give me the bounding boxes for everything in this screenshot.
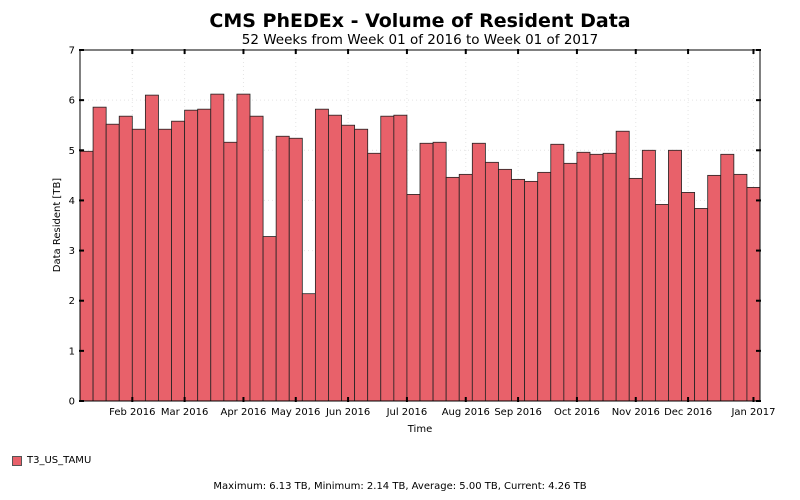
bar — [118, 115, 133, 402]
y-tick-label: 3 — [69, 246, 75, 257]
chart: CMS PhEDEx - Volume of Resident Data 52 … — [52, 10, 776, 435]
bar — [746, 186, 761, 402]
bar — [707, 174, 722, 402]
bar — [445, 176, 460, 402]
y-tick-label: 6 — [69, 96, 75, 107]
footer-stats: Maximum: 6.13 TB, Minimum: 2.14 TB, Aver… — [213, 481, 587, 492]
bar — [275, 135, 290, 402]
bar — [223, 141, 238, 402]
legend-label: T3_US_TAMU — [27, 455, 92, 466]
legend: T3_US_TAMU — [12, 455, 91, 466]
bar — [144, 94, 159, 402]
bar — [79, 150, 94, 402]
legend-swatch — [12, 455, 22, 466]
x-tick-label: Feb 2016 — [109, 407, 155, 418]
bar — [380, 115, 395, 402]
axes-layer: 0 1 2 3 4 5 6 7 Feb 2016 Mar 2016 Apr 2016 May 2016… — [69, 46, 776, 419]
plot-frame — [79, 49, 761, 402]
y-tick-label: 4 — [69, 196, 75, 207]
bar — [197, 108, 212, 402]
bar — [471, 142, 486, 402]
bar — [314, 108, 329, 402]
bar — [354, 128, 369, 402]
bar — [458, 173, 473, 402]
bar — [105, 123, 120, 402]
chart-title: CMS PhEDEx - Volume of Resident Data — [209, 10, 630, 32]
bar — [602, 152, 617, 402]
bar — [654, 204, 669, 402]
y-tick-label: 7 — [69, 46, 75, 57]
x-axis-label: Time — [407, 424, 432, 435]
x-tick-label: Jul 2016 — [386, 407, 428, 418]
bar — [498, 168, 512, 402]
bar — [432, 141, 447, 402]
y-axis-label: Data Resident [TB] — [52, 178, 63, 273]
bar — [694, 208, 709, 402]
bar — [393, 114, 408, 402]
bar — [210, 93, 225, 402]
bar — [262, 236, 277, 402]
bar — [641, 149, 656, 402]
bar — [406, 194, 421, 402]
bar — [681, 192, 696, 402]
bar — [668, 149, 682, 402]
bar — [550, 143, 565, 402]
x-tick-label: Sep 2016 — [494, 407, 541, 418]
bar — [184, 109, 199, 402]
bar — [171, 120, 186, 402]
bar — [367, 152, 382, 402]
bar — [733, 173, 748, 402]
bar — [236, 93, 251, 402]
bar — [537, 171, 552, 402]
bar — [131, 128, 146, 402]
x-tick-label: Nov 2016 — [612, 407, 660, 418]
chart-subtitle: 52 Weeks from Week 01 of 2016 to Week 01… — [242, 32, 598, 48]
x-tick-label: Jun 2016 — [325, 407, 370, 418]
bar — [511, 178, 526, 402]
y-tick-label: 1 — [69, 346, 75, 357]
bar — [419, 142, 434, 402]
y-tick-label: 0 — [69, 397, 75, 408]
y-tick-label: 2 — [69, 296, 75, 307]
y-tick-label: 5 — [69, 146, 75, 157]
bar — [720, 153, 735, 402]
x-tick-label: Dec 2016 — [664, 407, 712, 418]
bar — [288, 137, 303, 402]
bar — [341, 124, 356, 402]
x-tick-label: Jan 2017 — [730, 407, 775, 418]
bar — [301, 293, 316, 402]
bar — [563, 162, 578, 402]
bar — [484, 161, 499, 402]
x-tick-label: Apr 2016 — [220, 407, 266, 418]
x-tick-label: May 2016 — [271, 407, 320, 418]
bar — [249, 115, 264, 402]
bar — [158, 128, 172, 402]
bar — [615, 130, 630, 402]
x-tick-label: Mar 2016 — [161, 407, 209, 418]
bar — [576, 151, 591, 402]
x-tick-label: Aug 2016 — [442, 407, 490, 418]
x-tick-label: Oct 2016 — [554, 407, 600, 418]
bar — [92, 106, 107, 402]
bar — [524, 180, 539, 402]
bar — [628, 177, 643, 402]
bar — [589, 153, 604, 402]
bar — [328, 114, 342, 402]
